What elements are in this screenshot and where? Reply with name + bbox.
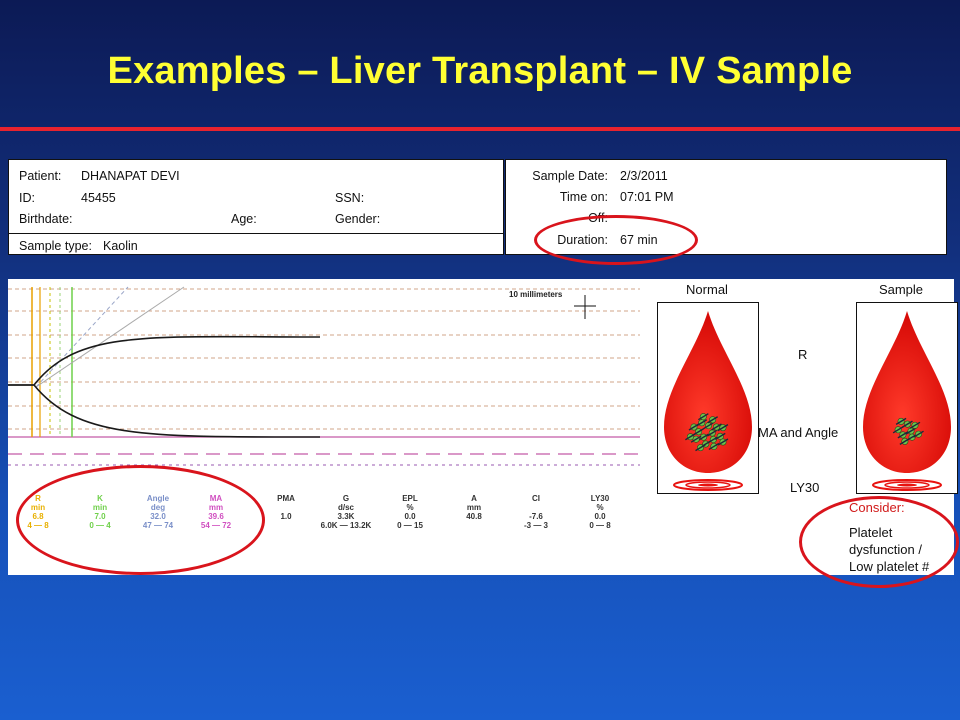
patient-label: Patient: <box>19 169 62 183</box>
fibrin-strand <box>685 433 696 441</box>
fibrin-strand <box>892 426 904 434</box>
fibrin-strand <box>707 416 719 424</box>
fibrin-strand <box>698 433 709 441</box>
id-label: ID: <box>19 191 35 205</box>
param-unit: d/sc <box>337 503 354 512</box>
slide-title: Examples – Liver Transplant – IV Sample <box>107 50 853 92</box>
param-value: -7.6 <box>529 512 543 521</box>
param-range: -3 — 3 <box>523 521 548 530</box>
param-name: PMA <box>277 494 295 503</box>
fibrin-strand <box>913 430 924 438</box>
patient-info-panel: Patient: DHANAPAT DEVI ID: 45455 SSN: Bi… <box>8 159 504 255</box>
fibrin-strand <box>708 442 720 451</box>
fibrin-strand <box>905 427 917 435</box>
fibrin-strand <box>717 438 729 446</box>
param-value: 3.3K <box>337 512 355 521</box>
id-value: 45455 <box>81 191 116 205</box>
fibrin-strand <box>714 432 726 441</box>
sample-heading: Sample <box>878 282 924 297</box>
sample-blood-drop-icon <box>863 311 951 491</box>
platelet-cluster-icon <box>685 413 729 452</box>
fibrin-strand <box>690 435 702 443</box>
sample-date-label: Sample Date: <box>532 169 608 183</box>
param-unit: % <box>406 503 414 512</box>
fibrin-strand <box>909 421 921 429</box>
param-name: LY30 <box>590 494 610 503</box>
param-epl: EPL% 0.0 0 — 15 <box>380 494 440 530</box>
param-name: G <box>342 494 350 503</box>
param-name: EPL <box>402 494 418 503</box>
param-unit: % <box>596 503 604 512</box>
param-unit: mm <box>466 503 482 512</box>
param-range <box>444 521 504 530</box>
param-value: 40.8 <box>466 512 482 521</box>
param-name: CI <box>532 494 540 503</box>
fibrin-strand <box>717 424 729 432</box>
fibrin-strand <box>703 422 714 430</box>
graph-gridlines <box>8 286 640 466</box>
fibrin-strand <box>706 429 718 437</box>
param-unit <box>506 503 566 512</box>
birthdate-label: Birthdate: <box>19 212 73 226</box>
param-value: 1.0 <box>280 512 292 521</box>
sample-type-label: Sample type: <box>19 239 92 253</box>
panel-divider <box>9 233 503 234</box>
sample-date-value: 2/3/2011 <box>620 169 668 183</box>
param-range: 0 — 8 <box>589 521 611 530</box>
fibrin-strand <box>895 417 907 425</box>
normal-blood-drop-icon <box>664 311 752 491</box>
time-on-value: 07:01 PM <box>620 190 674 204</box>
teg-lower-curve <box>8 384 321 438</box>
angle-guide-line <box>35 286 129 388</box>
angle-guide-line <box>35 286 185 388</box>
drop-comparison: Normal Sample <box>648 279 958 575</box>
param-name: A <box>471 494 477 503</box>
ly30-label: LY30 <box>790 480 820 495</box>
gender-label: Gender: <box>335 212 381 226</box>
param-value: 0.0 <box>404 512 416 521</box>
sample-drop-box <box>856 302 958 494</box>
param-pma: PMA 1.0 <box>256 494 316 530</box>
param-ly30: LY30% 0.0 0 — 8 <box>570 494 630 530</box>
patient-name: DHANAPAT DEVI <box>81 169 180 183</box>
fibrin-strand <box>902 420 913 428</box>
r-label: R <box>798 347 808 362</box>
param-value: 0.0 <box>594 512 606 521</box>
fibrin-strand <box>899 437 911 445</box>
param-range: 6.0K — 13.2K <box>320 521 372 530</box>
ssn-label: SSN: <box>335 191 365 205</box>
param-range <box>256 521 316 530</box>
sample-type-value: Kaolin <box>103 239 138 253</box>
duration-highlight-ring <box>534 215 698 265</box>
platelet-cluster-icon <box>892 417 924 445</box>
fibrin-strand <box>711 423 722 431</box>
ma-angle-label: MA and Angle <box>758 425 839 440</box>
fibrin-strand <box>688 423 700 431</box>
fibrin-strand <box>695 444 706 452</box>
title-rule <box>0 127 960 131</box>
parameters-highlight-ring <box>16 465 265 575</box>
teg-tracing: 10 millimeters <box>8 286 640 466</box>
param-range: 0 — 15 <box>397 521 423 530</box>
normal-heading: Normal <box>686 282 728 297</box>
fibrin-strand <box>697 413 709 421</box>
param-ci: CI -7.6 -3 — 3 <box>506 494 566 530</box>
teg-curves <box>8 295 596 438</box>
fibrin-strand <box>897 431 909 439</box>
consider-highlight-ring <box>799 496 959 588</box>
normal-drop-box <box>657 302 759 494</box>
param-unit <box>256 503 316 512</box>
time-on-label: Time on: <box>559 190 608 204</box>
scale-label: 10 millimeters <box>509 290 563 299</box>
age-label: Age: <box>231 212 257 226</box>
teg-upper-curve <box>8 335 321 386</box>
